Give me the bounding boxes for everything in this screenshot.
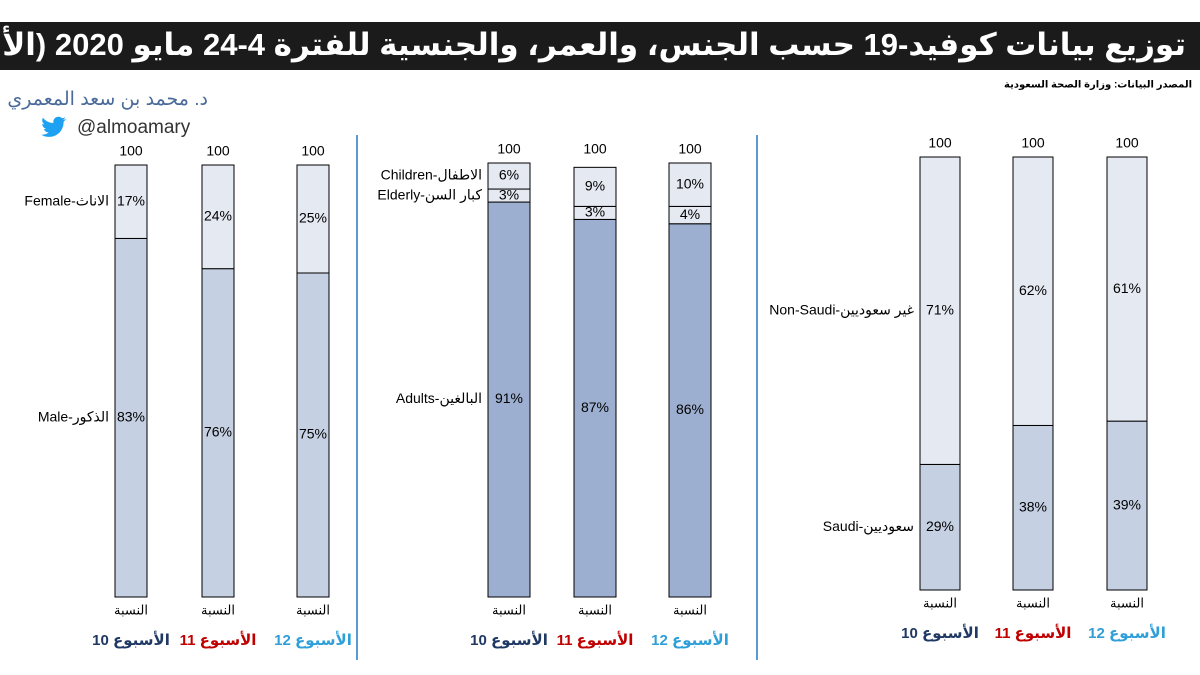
twitter-icon <box>41 116 67 137</box>
value-label: 86% <box>676 401 704 417</box>
x-tick-label: الأسبوع 10 <box>901 624 979 642</box>
total-label: 100 <box>206 143 230 159</box>
x-sublabel: النسبة <box>578 602 612 617</box>
bar-segment <box>201 164 235 270</box>
value-label: 91% <box>495 390 523 406</box>
series-label: Non-Saudi-غير سعوديين <box>769 301 914 318</box>
total-label: 100 <box>678 141 702 157</box>
x-sublabel: النسبة <box>492 602 526 617</box>
bar-segment <box>114 164 148 239</box>
series-label: Elderly-كبار السن <box>377 186 482 203</box>
value-label: 75% <box>299 426 327 442</box>
x-tick-label: الأسبوع 10 <box>470 631 548 649</box>
bar-segment <box>487 201 531 598</box>
value-label: 25% <box>299 210 327 226</box>
author: د. محمد بن سعد المعمري <box>7 89 208 110</box>
series-label: Children-الاطفال <box>381 167 482 183</box>
bar-segment <box>668 223 712 598</box>
value-label: 24% <box>204 208 232 224</box>
x-tick-label: الأسبوع 11 <box>180 631 257 649</box>
x-sublabel: النسبة <box>673 602 707 617</box>
value-label: 71% <box>926 301 954 317</box>
total-label: 100 <box>497 141 521 157</box>
x-tick-label: الأسبوع 12 <box>1088 624 1166 642</box>
x-sublabel: النسبة <box>296 602 330 617</box>
bar-segment <box>114 237 148 598</box>
bar-segment <box>919 156 961 465</box>
value-label: 4% <box>680 206 700 222</box>
series-label: Saudi-سعوديين <box>823 518 914 535</box>
source: المصدر البيانات: وزارة الصحة السعودية <box>1004 80 1192 91</box>
value-label: 61% <box>1113 280 1141 296</box>
value-label: 87% <box>581 399 609 415</box>
x-tick-label: الأسبوع 11 <box>557 631 634 649</box>
bar-segment <box>573 218 617 598</box>
value-label: 76% <box>204 424 232 440</box>
chart-title: توزيع بيانات كوفيد-19 حسب الجنس، والعمر،… <box>0 25 1186 63</box>
value-label: 3% <box>585 204 605 220</box>
value-label: 10% <box>676 175 704 191</box>
x-tick-label: الأسبوع 10 <box>92 631 170 649</box>
value-label: 6% <box>499 167 519 183</box>
total-label: 100 <box>928 135 952 151</box>
bar-segment <box>573 166 617 207</box>
x-sublabel: النسبة <box>923 595 957 610</box>
total-label: 100 <box>1115 135 1139 151</box>
value-label: 39% <box>1113 496 1141 512</box>
bar-segment <box>296 164 330 274</box>
bar-segment <box>1106 156 1148 422</box>
title-bar <box>0 22 1200 70</box>
x-sublabel: النسبة <box>1016 595 1050 610</box>
bar-segment <box>1012 424 1054 591</box>
value-label: 62% <box>1019 282 1047 298</box>
bar-segment <box>1106 420 1148 591</box>
total-label: 100 <box>119 143 143 159</box>
bar-segment <box>1012 156 1054 426</box>
series-label: Male-الذكور <box>38 408 109 425</box>
series-label: Female-الاناث <box>24 192 109 208</box>
value-label: 9% <box>585 178 605 194</box>
value-label: 38% <box>1019 498 1047 514</box>
x-tick-label: الأسبوع 12 <box>274 631 352 649</box>
value-label: 17% <box>117 192 145 208</box>
x-sublabel: النسبة <box>114 602 148 617</box>
total-label: 100 <box>583 141 607 157</box>
x-sublabel: النسبة <box>201 602 235 617</box>
value-label: 83% <box>117 408 145 424</box>
x-tick-label: الأسبوع 11 <box>995 624 1072 642</box>
value-label: 3% <box>499 186 519 202</box>
value-label: 29% <box>926 518 954 534</box>
total-label: 100 <box>1021 135 1045 151</box>
x-tick-label: الأسبوع 12 <box>651 631 729 649</box>
series-label: Adults-البالغين <box>396 390 482 407</box>
bar-segment <box>487 162 531 190</box>
bar-segment <box>919 463 961 591</box>
x-sublabel: النسبة <box>1110 595 1144 610</box>
twitter-handle: @almoamary <box>77 117 191 138</box>
total-label: 100 <box>301 143 325 159</box>
bar-segment <box>668 162 712 207</box>
